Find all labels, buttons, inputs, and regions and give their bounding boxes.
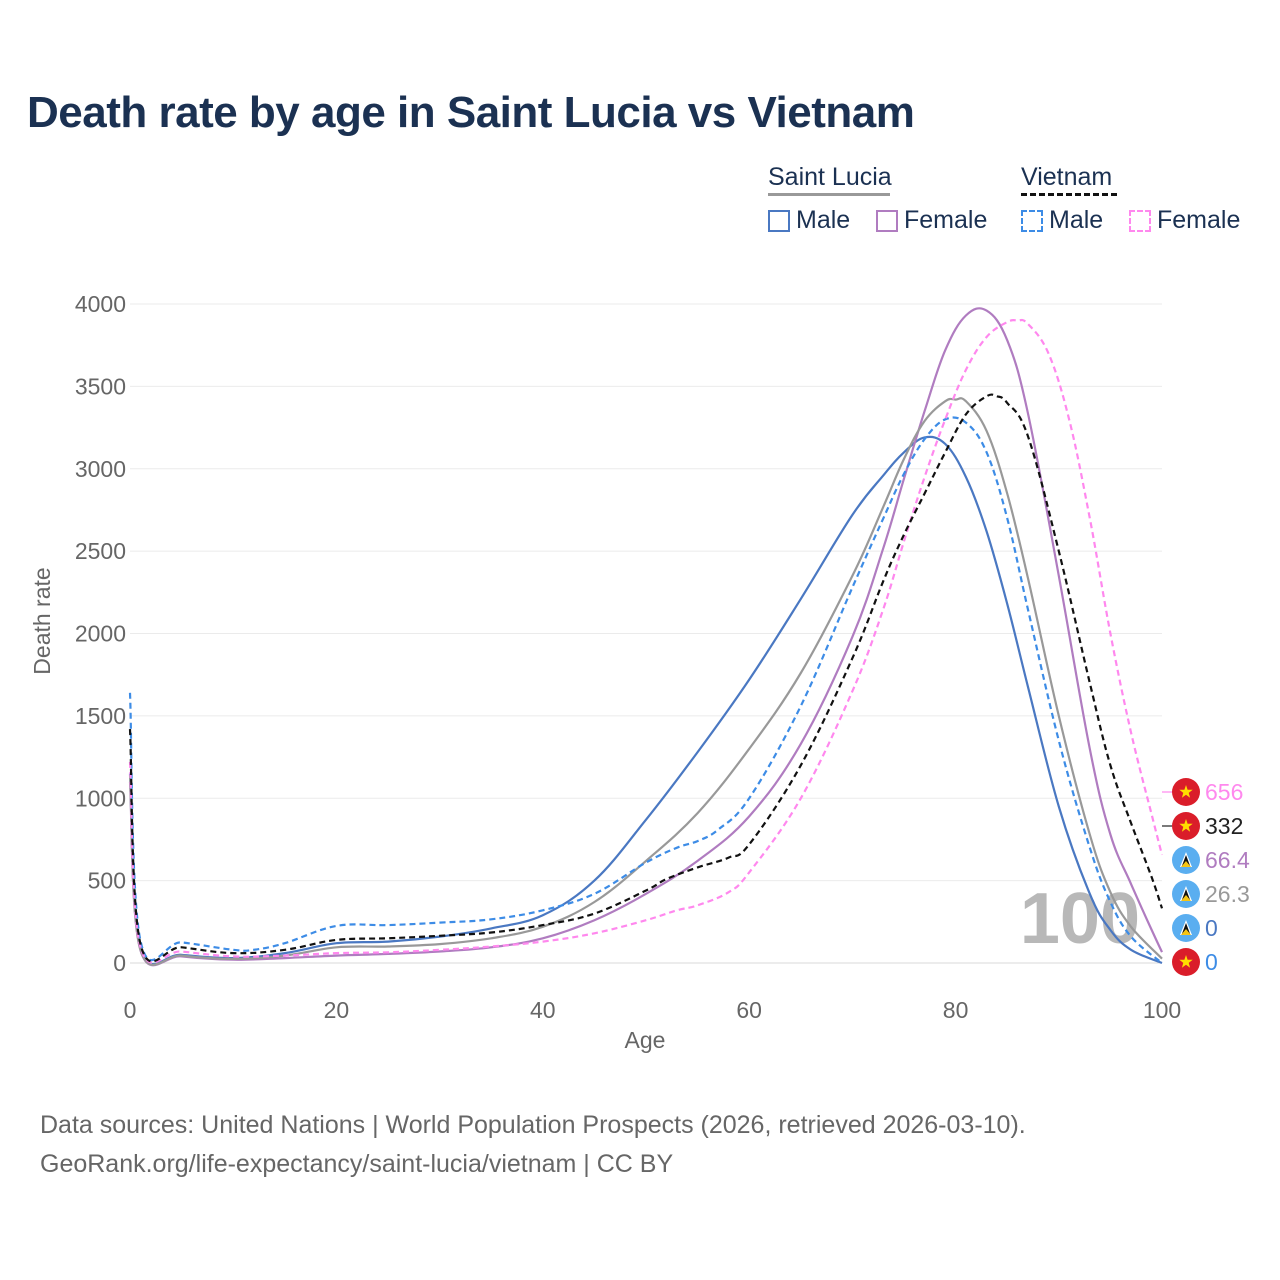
legend-swatch-saint-lucia-male <box>768 209 790 232</box>
y-tick-label: 1500 <box>75 703 126 729</box>
end-label-text: 66.4 <box>1205 847 1250 873</box>
end-label-text: 332 <box>1205 813 1243 839</box>
y-axis-ticks: 0 500 1000 1500 2000 2500 3000 3500 4000 <box>75 291 126 976</box>
series-line-vietnam-total[interactable] <box>128 393 1164 963</box>
y-tick-label: 3000 <box>75 456 126 482</box>
y-tick-label: 1000 <box>75 785 126 811</box>
y-tick-label: 4000 <box>75 291 126 317</box>
footer: Data sources: United Nations | World Pop… <box>40 1106 1026 1184</box>
series-lines <box>128 307 1164 967</box>
legend-swatch-vietnam-female <box>1129 209 1151 232</box>
end-label-3: 26.3 <box>1172 880 1250 908</box>
y-tick-label: 0 <box>113 950 126 976</box>
y-tick-label: 2000 <box>75 621 126 647</box>
x-tick-label: 0 <box>124 997 137 1023</box>
y-tick-label: 3500 <box>75 373 126 399</box>
series-line-vietnam-female[interactable] <box>128 318 1164 964</box>
end-label-2: 66.4 <box>1172 846 1250 874</box>
x-tick-label: 100 <box>1143 997 1181 1023</box>
end-label-text: 0 <box>1205 915 1218 941</box>
end-labels: 656 332 66.4 26.3 0 0 <box>1162 778 1250 976</box>
legend: Saint Lucia Male Female Vietnam Male Fem… <box>0 0 1280 250</box>
series-line-vietnam-male[interactable] <box>128 416 1163 964</box>
series-line-saint-lucia-male[interactable] <box>128 435 1163 966</box>
legend-item-vietnam-male[interactable]: Male <box>1021 206 1103 235</box>
legend-swatch-saint-lucia-female <box>876 209 898 232</box>
triangle-base-icon <box>1181 861 1191 867</box>
triangle-base-icon <box>1181 929 1191 935</box>
footer-sources: Data sources: United Nations | World Pop… <box>40 1111 1026 1139</box>
legend-label: Female <box>904 206 988 234</box>
end-label-text: 26.3 <box>1205 881 1250 907</box>
x-tick-label: 60 <box>736 997 762 1023</box>
x-axis-label: Age <box>625 1027 666 1053</box>
legend-item-vietnam-female[interactable]: Female <box>1129 206 1240 235</box>
end-label-text: 656 <box>1205 779 1243 805</box>
y-axis-label: Death rate <box>29 567 55 674</box>
y-tick-label: 500 <box>88 868 126 894</box>
legend-item-saint-lucia-female[interactable]: Female <box>876 206 987 235</box>
legend-label: Female <box>1157 206 1241 234</box>
legend-group-vietnam-title: Vietnam <box>1021 163 1113 191</box>
legend-label: Male <box>1049 206 1104 234</box>
x-tick-label: 20 <box>324 997 350 1023</box>
legend-group-vietnam-line <box>1021 193 1117 196</box>
end-label-5: 0 <box>1172 948 1218 976</box>
series-line-saint-lucia-female[interactable] <box>128 307 1163 967</box>
legend-item-saint-lucia-male[interactable]: Male <box>768 206 850 235</box>
chart-title: Death rate by age in Saint Lucia vs Viet… <box>27 88 915 137</box>
end-label-1: 332 <box>1172 812 1243 840</box>
x-tick-label: 40 <box>530 997 556 1023</box>
x-tick-label: 80 <box>943 997 969 1023</box>
legend-group-saint-lucia-title: Saint Lucia <box>768 163 892 191</box>
legend-group-saint-lucia-line <box>768 193 890 196</box>
triangle-base-icon <box>1181 895 1191 901</box>
legend-label: Male <box>796 206 851 234</box>
grid-lines <box>130 303 1162 964</box>
year-watermark: 100 <box>1020 879 1140 959</box>
y-tick-label: 2500 <box>75 538 126 564</box>
end-label-4: 0 <box>1172 914 1218 942</box>
star-icon <box>1179 955 1193 968</box>
end-label-text: 0 <box>1205 949 1218 975</box>
x-axis-ticks: 0 20 40 60 80 100 <box>124 997 1182 1023</box>
legend-swatch-vietnam-male <box>1021 209 1043 232</box>
footer-link[interactable]: GeoRank.org/life-expectancy/saint-lucia/… <box>40 1150 674 1178</box>
end-label-0: 656 <box>1172 778 1243 806</box>
series-line-saint-lucia-total[interactable] <box>128 397 1163 966</box>
star-icon <box>1179 785 1193 798</box>
star-icon <box>1179 819 1193 832</box>
